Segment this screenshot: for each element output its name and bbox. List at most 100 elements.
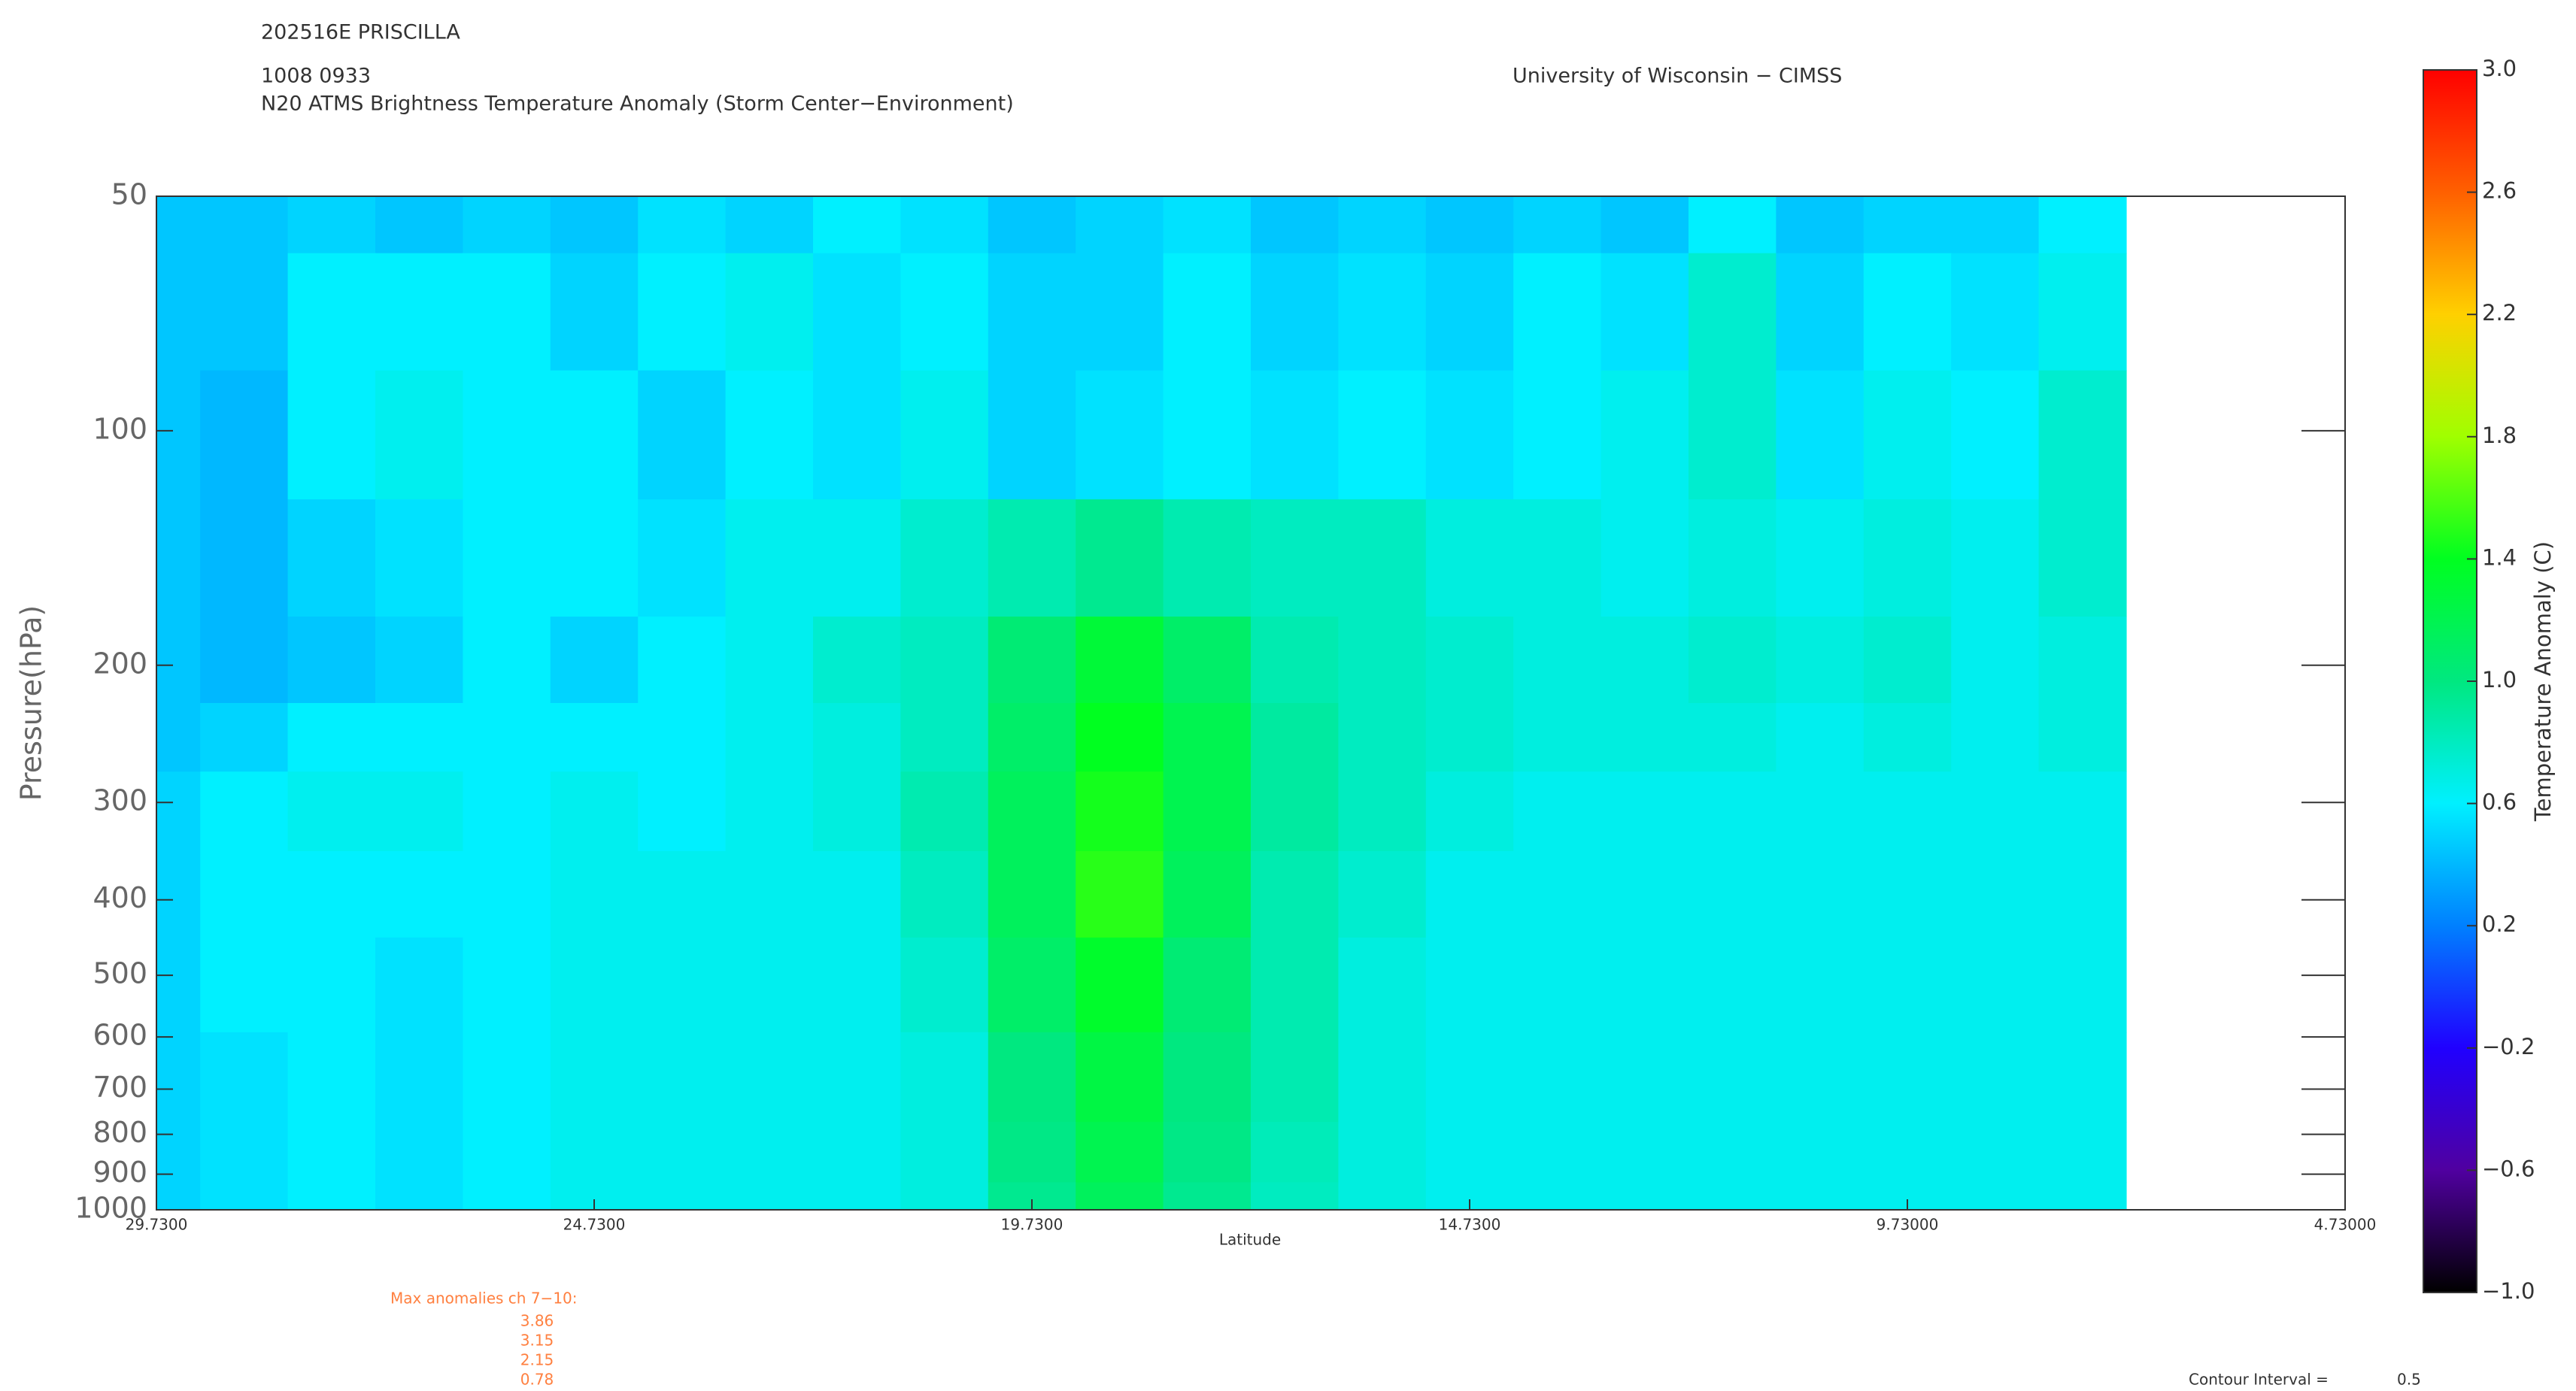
field-cell: [1776, 1182, 1864, 1211]
header-line: N20 ATMS Brightness Temperature Anomaly …: [261, 92, 1014, 116]
field-cell: [725, 850, 814, 938]
field-cell: [988, 617, 1076, 704]
field-cell: [1776, 703, 1864, 772]
field-cell: [1251, 499, 1339, 617]
field-cell: [1951, 370, 2040, 500]
field-cell: [900, 1122, 989, 1183]
field-cell: [1163, 617, 1252, 704]
field-cell: [1163, 703, 1252, 772]
field-cell: [1076, 499, 1164, 617]
colorbar-tick-label: 1.0: [2482, 667, 2517, 692]
field-cell: [1601, 771, 1689, 852]
field-cell: [1513, 771, 1602, 852]
field-cell: [287, 370, 376, 500]
field-cell: [287, 196, 376, 254]
field-cell: [2038, 1032, 2127, 1123]
field-cell: [1689, 1122, 1776, 1183]
field-cell: [1251, 370, 1339, 500]
field-cell: [1776, 1122, 1864, 1183]
field-cell: [200, 703, 289, 772]
field-cell: [638, 499, 727, 617]
field-cell: [1076, 617, 1164, 704]
field-cell: [1338, 703, 1427, 772]
field-cell: [900, 370, 989, 500]
field-cell: [1689, 703, 1776, 772]
field-cell: [1163, 370, 1252, 500]
field-cell: [725, 1032, 814, 1123]
field-cell: [1951, 1122, 2040, 1183]
x-tick-label: 14.7300: [1439, 1216, 1501, 1234]
field-cell: [638, 196, 727, 254]
field-cell: [156, 1122, 201, 1183]
field-cell: [1338, 771, 1427, 852]
field-cell: [200, 253, 289, 371]
field-cell: [156, 703, 201, 772]
field-cell: [1863, 370, 1952, 500]
field-cell: [1689, 1182, 1776, 1211]
field-cell: [550, 937, 639, 1033]
field-cell: [2038, 196, 2127, 254]
field-cell: [638, 253, 727, 371]
field-cell: [375, 850, 463, 938]
field-cell: [1689, 937, 1776, 1033]
colorbar-label: Temperature Anomaly (C): [2530, 541, 2556, 822]
field-cell: [287, 703, 376, 772]
field-cell: [156, 196, 201, 254]
field-cell: [1513, 499, 1602, 617]
field-cell: [375, 196, 463, 254]
field-cell: [1863, 937, 1952, 1033]
field-cell: [1513, 1122, 1602, 1183]
field-cell: [200, 850, 289, 938]
field-cell: [1425, 703, 1514, 772]
field-cell: [1513, 937, 1602, 1033]
field-cell: [1863, 850, 1952, 938]
field-cell: [1601, 937, 1689, 1033]
field-cell: [463, 771, 551, 852]
x-tick-label: 4.73000: [2314, 1216, 2377, 1234]
field-cell: [900, 703, 989, 772]
field-cell: [200, 1032, 289, 1123]
field-cell: [463, 253, 551, 371]
field-cell: [1163, 1122, 1252, 1183]
field-cell: [1076, 850, 1164, 938]
colorbar-tick-label: −1.0: [2482, 1278, 2535, 1304]
y-tick-label: 50: [111, 178, 147, 211]
plot-frame: [156, 195, 2346, 1211]
field-cell: [550, 771, 639, 852]
field-cell: [1951, 937, 2040, 1033]
field-cell: [1338, 499, 1427, 617]
field-cell: [1776, 499, 1864, 617]
field-cell: [1951, 1182, 2040, 1211]
field-cell: [1076, 253, 1164, 371]
field-cell: [1163, 1032, 1252, 1123]
field-cell: [1689, 196, 1776, 254]
field-cell: [200, 1122, 289, 1183]
field-cell: [200, 617, 289, 704]
field-cell: [200, 370, 289, 500]
field-cell: [988, 196, 1076, 254]
field-cell: [900, 196, 989, 254]
field-cell: [156, 937, 201, 1033]
field-cell: [725, 937, 814, 1033]
field-cell: [200, 937, 289, 1033]
field-cell: [1163, 196, 1252, 254]
field-cell: [1251, 617, 1339, 704]
field-cell: [463, 937, 551, 1033]
field-cell: [1601, 1122, 1689, 1183]
colorbar-tick-label: 1.8: [2482, 423, 2517, 448]
field-cell: [1601, 1182, 1689, 1211]
field-cell: [1338, 1032, 1427, 1123]
field-cell: [1251, 253, 1339, 371]
field-cell: [200, 771, 289, 852]
field-cell: [1601, 1032, 1689, 1123]
field: [156, 196, 2127, 1211]
field-cell: [1338, 370, 1427, 500]
field-cell: [156, 1182, 201, 1211]
y-tick-label: 200: [93, 647, 147, 680]
field-cell: [2038, 1122, 2127, 1183]
field-cell: [1251, 1182, 1339, 1211]
field-cell: [287, 850, 376, 938]
field-cell: [988, 1122, 1076, 1183]
max-anomaly: 0.78: [520, 1371, 554, 1389]
field-cell: [1076, 1182, 1164, 1211]
